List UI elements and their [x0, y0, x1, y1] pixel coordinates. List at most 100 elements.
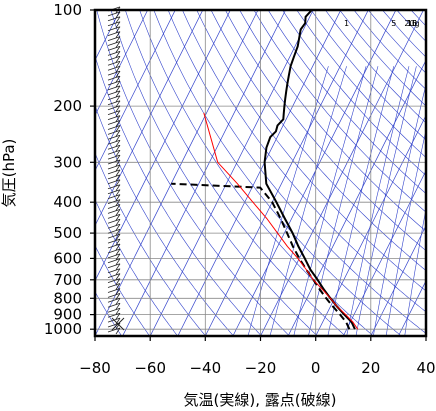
wind-barb	[107, 238, 121, 244]
wind-barb-flag	[115, 90, 121, 98]
wind-barb-flag	[115, 51, 121, 58]
wind-barb-flag	[115, 41, 121, 48]
wind-barb	[107, 302, 121, 308]
wind-barb	[107, 130, 121, 135]
dry-adiabat-line	[110, 10, 318, 336]
wind-barb-flag	[115, 100, 121, 108]
wind-barb-flag	[115, 219, 121, 226]
isotherm-line	[95, 10, 176, 172]
isotherm-line	[95, 10, 231, 282]
wind-barb-flag	[115, 228, 121, 236]
isotherm-line	[315, 114, 426, 336]
wind-barb-flag	[115, 204, 121, 211]
wind-barb	[107, 199, 121, 204]
wind-barb-flag	[115, 85, 121, 93]
isotherm-line	[149, 10, 314, 336]
y-tick-label: 700	[53, 271, 82, 289]
wind-barb-flag	[115, 95, 121, 103]
isotherm-line	[260, 10, 424, 336]
dry-adiabat-line	[95, 291, 122, 336]
wind-barb-flag	[115, 233, 121, 241]
y-tick-label: 200	[53, 97, 82, 115]
dry-adiabat-line	[296, 10, 426, 158]
y-tick-label: 1000	[44, 320, 82, 338]
wind-barb	[107, 312, 121, 318]
dry-adiabat-line	[95, 55, 262, 336]
wind-barb-flag	[115, 65, 121, 73]
wind-barb	[107, 26, 121, 32]
wind-barb-flag	[115, 169, 121, 177]
wind-barb	[107, 134, 121, 140]
wind-barb	[107, 184, 121, 190]
wind-barb	[107, 90, 121, 96]
wind-barb-flag	[115, 110, 121, 117]
wind-barb-flag	[115, 120, 121, 127]
dry-adiabat-line	[253, 10, 426, 213]
wind-barb	[107, 46, 121, 51]
x-tick-label: −80	[79, 359, 111, 377]
wind-barb-flag	[115, 80, 121, 88]
wind-barb-flag	[115, 293, 121, 300]
wind-barb-flag	[115, 70, 121, 78]
wind-barb-flag	[115, 149, 121, 157]
wind-barb-flag	[115, 312, 121, 320]
wind-barb	[107, 70, 121, 76]
wind-barb	[107, 125, 121, 130]
isotherm-line	[232, 10, 397, 336]
wind-barb-flag	[115, 214, 121, 221]
wind-barb-flag	[115, 322, 121, 330]
wind-barb	[107, 164, 121, 170]
dry-adiabat-line	[210, 10, 426, 271]
wind-barb	[107, 95, 121, 101]
wind-barb-flag	[115, 11, 121, 19]
wind-barb-flag	[115, 184, 121, 191]
dry-adiabat-line	[96, 10, 290, 336]
dry-adiabat-line	[239, 10, 426, 232]
wind-barb	[107, 174, 121, 180]
wind-barb-flag	[115, 243, 121, 251]
wind-barb	[107, 154, 121, 160]
y-tick-label: 600	[53, 249, 82, 267]
y-axis-title: 気圧(hPa)	[0, 139, 18, 208]
wind-barb	[107, 65, 121, 71]
surface-wind-barb	[111, 317, 125, 331]
y-tick-label: 800	[53, 289, 82, 307]
isotherm-line	[204, 10, 369, 336]
wind-barb-flag	[115, 21, 121, 28]
y-tick-label: 500	[53, 224, 82, 242]
wind-barb	[107, 293, 121, 298]
wind-barb	[107, 233, 121, 239]
wind-barb-flag	[115, 75, 121, 83]
mixing-ratio-label: 10	[407, 19, 417, 28]
wind-barb-flag	[115, 209, 121, 216]
wind-barb	[107, 214, 121, 219]
wind-barb-flag	[115, 46, 121, 53]
isotherm-line	[370, 224, 426, 336]
wind-barb	[107, 283, 121, 288]
wind-barb-flag	[115, 189, 121, 196]
wind-barb	[107, 204, 121, 209]
wind-barb-flag	[115, 174, 121, 182]
wind-barb	[107, 179, 121, 185]
wind-barb	[107, 31, 121, 36]
mixing-ratio-label: 1	[344, 19, 349, 28]
wind-barb-flag	[115, 283, 121, 290]
wind-barb	[107, 278, 121, 283]
x-tick-label: −60	[134, 359, 166, 377]
wind-barb-flag	[115, 159, 121, 167]
dry-adiabat-line	[167, 10, 426, 334]
mixing-ratio-label: 15	[407, 19, 417, 28]
wind-barb	[107, 139, 121, 145]
wind-barb-flag	[115, 248, 121, 256]
wind-barb	[107, 228, 121, 234]
temperature-line	[263, 10, 356, 330]
wind-barb-flag	[115, 144, 121, 152]
dry-adiabat-line	[95, 198, 178, 336]
x-tick-label: 0	[311, 359, 321, 377]
wind-barb-flag	[115, 164, 121, 172]
y-tick-label: 400	[53, 193, 82, 211]
x-tick-label: 40	[416, 359, 435, 377]
wind-barb	[107, 159, 121, 165]
x-axis-title: 気温(実線), 露点(破線)	[184, 391, 337, 409]
wind-barb-flag	[115, 115, 121, 122]
